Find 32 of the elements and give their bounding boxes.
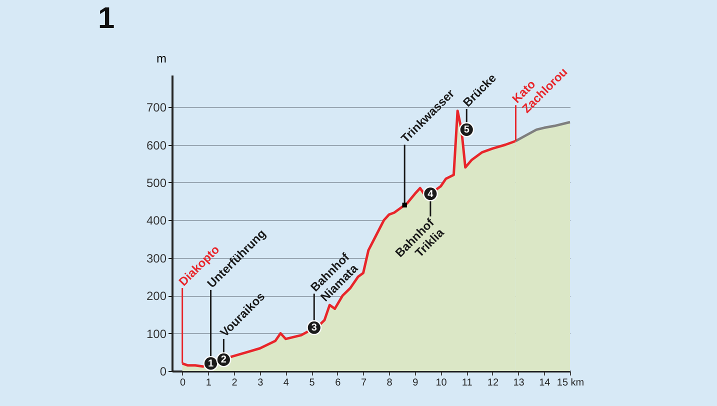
x-tick-label: 1: [206, 378, 212, 388]
x-tick-label: 5: [309, 378, 316, 388]
x-tick-label: 6: [335, 378, 342, 388]
y-tick-label: 500: [146, 176, 167, 190]
y-tick-label: 400: [146, 214, 167, 228]
y-tick-label: 100: [146, 326, 167, 341]
annotation: 2: [220, 354, 227, 366]
annotation: 3: [311, 322, 318, 334]
point: [402, 202, 407, 208]
x-tick-label: 14: [539, 378, 551, 388]
x-tick-label: 11: [462, 378, 473, 388]
x-tick-label: 3: [258, 378, 264, 388]
y-tick-label: 300: [146, 251, 167, 266]
y-axis-title: m: [156, 52, 166, 66]
y-tick-label: 600: [146, 138, 167, 152]
y-tick-label: 200: [146, 289, 167, 304]
x-tick-label: 4: [283, 378, 290, 388]
x-tick-label: 12: [487, 378, 499, 388]
y-tick-label: 0: [160, 364, 167, 378]
y-tick-label: 700: [146, 100, 167, 115]
chart-title: 1: [98, 2, 115, 35]
x-tick-label: 0: [180, 378, 186, 388]
x-tick-label: 13: [513, 378, 525, 388]
annotation: 4: [428, 188, 434, 200]
x-tick-label: 10: [436, 378, 448, 388]
x-tick-label: 2: [232, 378, 238, 388]
x-tick-label: 7: [360, 378, 367, 388]
x-tick-label: 15 km: [556, 378, 584, 388]
x-tick-label: 8: [386, 378, 393, 388]
annotation: 1: [208, 358, 214, 370]
x-tick-label: 9: [412, 378, 419, 388]
annotation: 5: [464, 124, 470, 136]
